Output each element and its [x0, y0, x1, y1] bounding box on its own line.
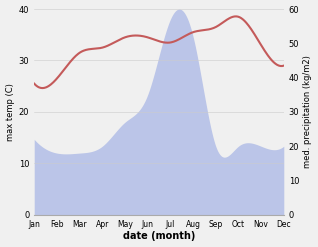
- X-axis label: date (month): date (month): [123, 231, 195, 242]
- Y-axis label: max temp (C): max temp (C): [5, 83, 15, 141]
- Y-axis label: med. precipitation (kg/m2): med. precipitation (kg/m2): [303, 56, 313, 168]
